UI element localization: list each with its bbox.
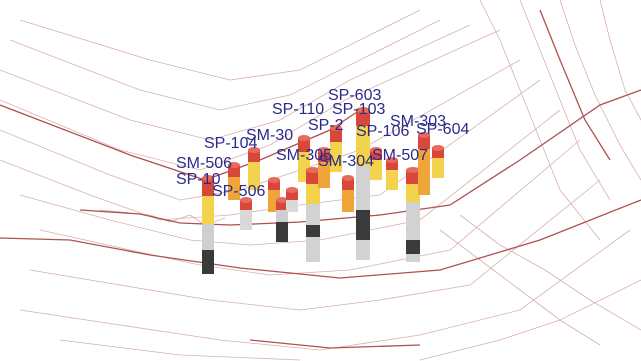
- label-sm-304[interactable]: SM-304: [318, 153, 374, 170]
- label-sp-110[interactable]: SP-110: [272, 101, 324, 118]
- label-sp-10[interactable]: SP-10: [176, 171, 221, 188]
- borehole-columns[interactable]: [202, 107, 444, 274]
- label-sp-106[interactable]: SP-106: [356, 123, 409, 140]
- label-sp-103[interactable]: SP-103: [332, 101, 385, 118]
- borehole-labels: SP-603 SP-110 SP-103 SM-303 SP-604 SP-2 …: [176, 87, 469, 200]
- borehole-column[interactable]: [240, 197, 252, 230]
- borehole-column[interactable]: [342, 175, 354, 212]
- borehole-column[interactable]: [406, 167, 420, 262]
- label-sp-604[interactable]: SP-604: [416, 121, 469, 138]
- borehole-column[interactable]: [202, 175, 214, 274]
- label-sp-2[interactable]: SP-2: [308, 117, 344, 134]
- label-sp-506[interactable]: SP-506: [212, 183, 265, 200]
- borehole-column[interactable]: [356, 107, 370, 260]
- label-sm-30[interactable]: SM-30: [246, 127, 293, 144]
- borehole-column[interactable]: [432, 145, 444, 178]
- borehole-column[interactable]: [306, 167, 320, 262]
- borehole-column[interactable]: [276, 197, 288, 242]
- borehole-column[interactable]: [386, 157, 398, 190]
- label-sm-506[interactable]: SM-506: [176, 155, 232, 172]
- label-sm-305[interactable]: SM-305: [276, 147, 332, 164]
- borehole-column[interactable]: [418, 132, 430, 195]
- label-sm-507[interactable]: SM-507: [372, 147, 428, 164]
- label-sm-303[interactable]: SM-303: [390, 113, 446, 130]
- borehole-column[interactable]: [318, 147, 330, 188]
- label-sp-104[interactable]: SP-104: [204, 135, 257, 152]
- borehole-column[interactable]: [286, 187, 298, 212]
- borehole-column[interactable]: [330, 125, 342, 172]
- borehole-column[interactable]: [370, 147, 382, 180]
- borehole-column[interactable]: [228, 162, 240, 200]
- label-sp-603[interactable]: SP-603: [328, 87, 381, 104]
- borehole-column[interactable]: [248, 147, 260, 190]
